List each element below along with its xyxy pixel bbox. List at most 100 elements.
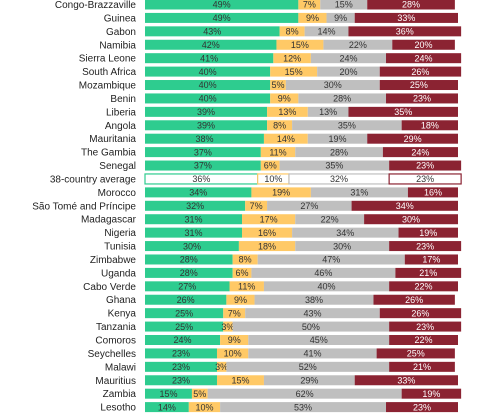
bar-segment-series-4 [367, 0, 455, 10]
data-label: 20% [339, 67, 357, 77]
bar-segment-series-4 [382, 147, 458, 158]
data-label: 29% [300, 375, 318, 385]
bar-segment-series-4 [389, 281, 458, 292]
bar-segment-series-1 [145, 241, 239, 252]
bar-segment-series-3 [310, 187, 408, 198]
bar-segment-series-4 [379, 308, 462, 319]
bar-segment-series-3 [254, 294, 374, 305]
data-label: 21% [413, 362, 431, 372]
data-label: 39% [197, 107, 215, 117]
bar-segment-series-1 [145, 133, 264, 144]
data-label: 31% [185, 214, 203, 224]
bar-segment-series-2 [279, 26, 305, 37]
bar-segment-series-1 [145, 254, 233, 265]
bar-segment-series-2 [242, 227, 293, 238]
category-label: Seychelles [88, 349, 136, 360]
bar-row-ghana: Ghana 26% 9% 38% 26% [106, 294, 455, 306]
bar-segment-series-3 [263, 281, 390, 292]
data-label: 14% [318, 27, 336, 37]
data-label: 50% [302, 322, 320, 332]
data-label: 19% [422, 389, 440, 399]
bar-segment-series-1 [145, 281, 230, 292]
bar-segment-series-2 [188, 402, 221, 413]
bar-segment-series-1 [145, 402, 189, 413]
bar-segment-series-1 [145, 335, 221, 345]
bar-segment-series-2 [267, 120, 293, 131]
data-label: 40% [199, 94, 217, 104]
bar-segment-series-1 [145, 120, 268, 131]
bar-row-gabon: Gabon 43% 8% 14% 36% [106, 26, 462, 38]
bar-segment-series-3 [248, 335, 390, 345]
data-label: 9% [228, 335, 241, 345]
bar-segment-series-4 [401, 388, 462, 399]
bar-segment-series-4 [386, 402, 458, 413]
data-label: 26% [177, 295, 195, 305]
bar-segment-series-1 [145, 375, 217, 386]
data-label: 52% [299, 362, 317, 372]
bar-row-tunisia: Tunisia 30% 18% 30% 23% [104, 241, 462, 253]
category-label: Mauritania [89, 134, 136, 145]
data-label: 36% [396, 27, 414, 37]
data-label: 32% [186, 201, 204, 211]
data-label: 15% [231, 375, 249, 385]
data-label: 23% [413, 94, 431, 104]
data-label: 16% [258, 228, 276, 238]
bar-segment-series-2 [216, 375, 264, 386]
bar-segment-series-3 [292, 120, 402, 131]
data-label: 22% [415, 335, 433, 345]
bar-segment-series-3 [295, 214, 365, 225]
data-label: 37% [194, 161, 212, 171]
bar-segment-series-2 [267, 106, 308, 117]
data-label: 26% [411, 67, 429, 77]
bar-segment-series-4 [401, 120, 458, 131]
data-label: 49% [213, 0, 231, 10]
data-label: 5% [193, 389, 206, 399]
bar-row-south-africa: South Africa 40% 15% 20% 26% [82, 66, 462, 78]
bar-segment-series-1 [145, 388, 192, 399]
data-label: 24% [415, 53, 433, 63]
data-label: 49% [213, 13, 231, 23]
data-label: 26% [405, 295, 423, 305]
bar-segment-series-4 [348, 106, 458, 117]
bar-row-nigeria: Nigeria 31% 16% 34% 19% [104, 227, 458, 239]
bar-segment-series-3 [304, 26, 349, 37]
bar-segment-series-2 [191, 388, 208, 399]
bar-row-namibia: Namibia 42% 15% 22% 20% [99, 39, 455, 51]
data-label: 8% [239, 255, 252, 265]
data-label: 9% [334, 13, 347, 23]
bar-segment-series-1 [145, 0, 299, 10]
bar-segment-series-4 [351, 200, 458, 211]
bar-segment-series-1 [145, 227, 243, 238]
bar-segment-series-4 [389, 160, 462, 171]
category-label: Congo-Brazzaville [55, 0, 137, 11]
data-label: 53% [294, 402, 312, 412]
bar-row-38-country-average: 38-country average 36% 10% 32% 23% [50, 173, 462, 185]
data-label: 14% [277, 134, 295, 144]
bar-segment-series-2 [223, 308, 246, 319]
data-label: 23% [416, 161, 434, 171]
bar-row-mauritania: Mauritania 38% 14% 19% 29% [89, 133, 458, 145]
bar-segment-series-3 [295, 241, 390, 252]
data-label: 24% [411, 147, 429, 157]
bar-segment-series-2 [220, 335, 249, 345]
bar-row-mozambique: Mozambique 40% 5% 30% 25% [79, 80, 458, 92]
data-label: 19% [419, 228, 437, 238]
bar-segment-series-2 [223, 321, 233, 332]
category-label: Senegal [99, 161, 136, 172]
data-label: 39% [197, 120, 215, 130]
bar-segment-series-2 [216, 348, 249, 359]
bar-segment-series-4 [354, 375, 458, 386]
category-label: Zambia [103, 389, 137, 400]
bar-segment-series-4 [348, 26, 462, 37]
bar-segment-series-2 [232, 254, 258, 265]
bar-segment-series-1 [145, 187, 252, 198]
data-label: 35% [338, 120, 356, 130]
data-label: 34% [336, 228, 354, 238]
bar-segment-series-3 [310, 53, 387, 64]
category-label: Tanzania [96, 322, 136, 333]
bar-row-kenya: Kenya 25% 7% 43% 26% [108, 308, 462, 320]
data-label: 13% [319, 107, 337, 117]
bar-row-morocco: Morocco 34% 19% 31% 16% [98, 187, 458, 199]
bar-segment-series-2 [226, 294, 255, 305]
bar-segment-series-2 [273, 53, 311, 64]
